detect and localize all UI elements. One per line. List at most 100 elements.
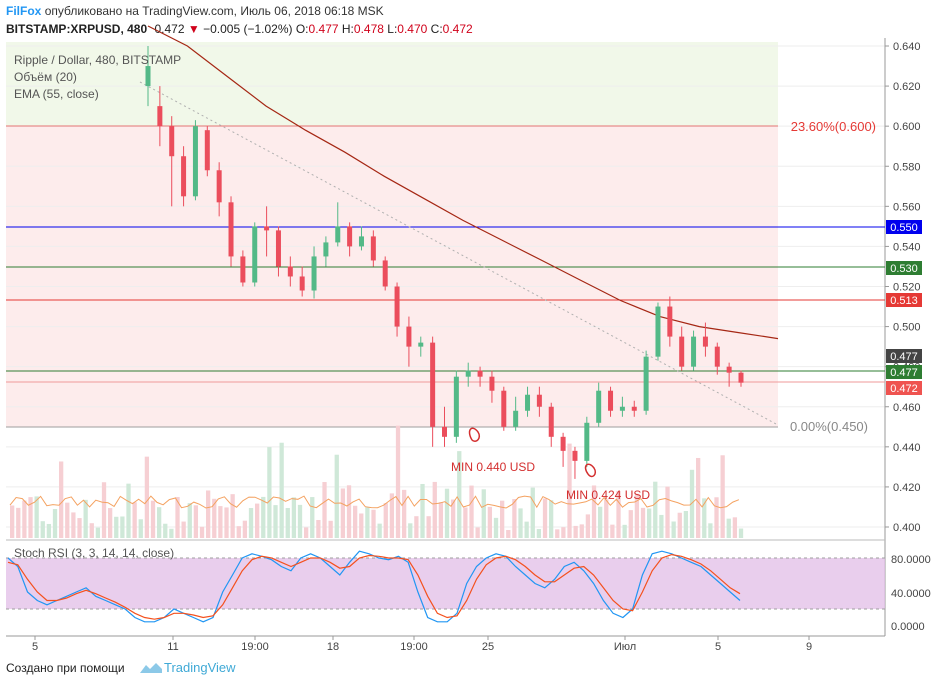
stoch-band (6, 558, 885, 609)
candle-body (525, 394, 531, 411)
volume-bar (481, 489, 486, 538)
candle-body (726, 366, 732, 373)
volume-bar (304, 527, 309, 538)
time-tick-label: 18 (327, 641, 339, 653)
candle-body (145, 66, 151, 87)
volume-bar (267, 447, 272, 538)
candle-body (667, 306, 673, 337)
volume-bar (242, 520, 248, 538)
volume-bar (71, 512, 76, 538)
volume-bar (101, 482, 107, 538)
min1-marker (468, 427, 481, 443)
candle-body (311, 256, 317, 291)
volume-bar (591, 485, 597, 538)
volume-bar (273, 505, 278, 538)
candle-body (702, 336, 708, 347)
volume-bar (598, 506, 603, 538)
volume-bar (328, 520, 333, 538)
candle-body (596, 390, 602, 423)
volume-bar (738, 528, 744, 538)
price-badge (886, 381, 922, 395)
time-axis[interactable]: 5 11 19:00 18 19:00 25 Июл 5 9 (32, 636, 812, 653)
volume-bar (285, 507, 290, 538)
price-axis[interactable]: 0.640 0.620 0.600 0.580 0.560 0.540 0.520 0.500… (885, 41, 921, 534)
candle-body (501, 390, 507, 427)
price-tick-label: 0.600 (893, 121, 921, 133)
time-tick-label: 5 (715, 641, 721, 653)
volume-bar (59, 461, 64, 538)
candle-body (370, 236, 376, 261)
volume-bar (628, 510, 633, 538)
price-tick-label: 0.580 (893, 161, 921, 173)
legend-volume: Объём (20) (14, 70, 77, 84)
volume-bar (487, 506, 493, 538)
volume-bar (524, 521, 529, 538)
volume-bar (647, 508, 652, 538)
candle-body (169, 126, 175, 157)
price-badge-label: 0.550 (890, 222, 918, 234)
volume-bar (402, 489, 407, 538)
volume-bar (420, 483, 425, 538)
volume-bar (224, 507, 229, 538)
volume-bar (432, 481, 437, 538)
fib-zone-upper (6, 42, 778, 126)
candle-body (536, 394, 542, 407)
candle-body (216, 170, 222, 203)
published-text: опубликовано на TradingView.com, Июль 06… (44, 4, 384, 18)
price-tick-label: 0.440 (893, 442, 921, 454)
down-arrow-icon: ▼ (187, 22, 200, 36)
volume-bar (89, 523, 94, 538)
volume-bar (414, 516, 419, 538)
price-badge-label: 0.477 (890, 367, 918, 379)
volume-bar (199, 526, 205, 538)
volume-bar (77, 518, 82, 538)
candle-body (323, 242, 329, 257)
volume-bar (163, 523, 168, 538)
volume-bar (40, 521, 45, 538)
volume-bar (181, 521, 186, 538)
time-tick-label: 19:00 (241, 641, 269, 653)
price-badge (886, 220, 922, 234)
footer-tradingview-link[interactable]: TradingView (163, 660, 236, 675)
trend-line[interactable] (139, 81, 779, 426)
volume-bar (622, 524, 627, 538)
candle-body (679, 336, 685, 367)
volume-bar (346, 485, 352, 538)
stoch-tick-label: 0.0000 (891, 621, 925, 633)
fib-label-bottom: 0.00%(0.450) (790, 419, 868, 434)
price-tick-label: 0.520 (893, 282, 921, 294)
candle-body (418, 342, 424, 347)
price-badge (886, 261, 922, 275)
ohlc-header: BITSTAMP:XRPUSD, 480 0.472 ▼ −0.005 (−1.… (6, 22, 473, 36)
price-badge (886, 365, 922, 379)
stoch-axis[interactable]: 80.0000 40.0000 0.0000 (891, 554, 931, 633)
stoch-tick-label: 40.0000 (891, 588, 931, 600)
volume-bar (671, 521, 676, 538)
volume-bar (206, 490, 211, 538)
volume-bar (567, 443, 572, 538)
price-tick-label: 0.560 (893, 201, 921, 213)
candle-body (204, 130, 210, 171)
candle-body (299, 276, 305, 291)
volume-bar (236, 526, 241, 538)
tradingview-logo-icon[interactable] (140, 661, 162, 675)
volume-bar (708, 523, 713, 538)
price-badge-label: 0.477 (890, 351, 918, 363)
price-tick-label: 0.460 (893, 402, 921, 414)
price-tick-label: 0.540 (893, 241, 921, 253)
volume-bar (187, 503, 192, 538)
time-tick-label: Июл (614, 641, 636, 653)
volume-bar (665, 486, 670, 538)
fib-zone-lower (6, 126, 778, 427)
author-name[interactable]: FilFox (6, 4, 42, 18)
close-value: 0.472 (442, 22, 473, 36)
candle-body (287, 266, 293, 277)
candle-body (347, 226, 353, 247)
volume-bar (230, 494, 235, 538)
volume-bar (659, 514, 664, 538)
volume-bar (16, 507, 21, 538)
price-badges: 0.550 0.530 0.513 0.477 0.477 0.472 (886, 220, 922, 395)
volume-bar (512, 499, 517, 538)
volume-bar (475, 527, 480, 538)
